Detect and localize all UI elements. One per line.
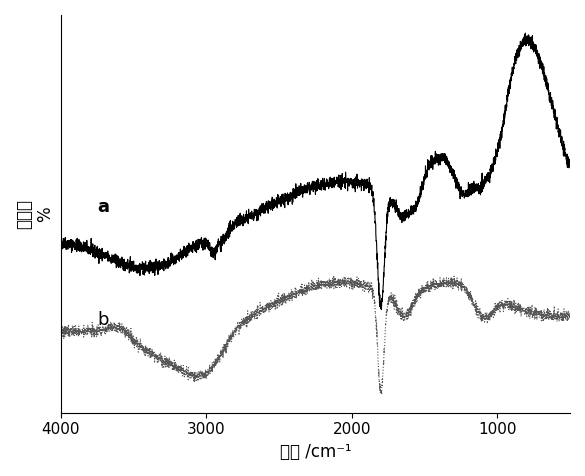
X-axis label: 波数 /cm⁻¹: 波数 /cm⁻¹ <box>280 443 351 461</box>
Text: a: a <box>97 198 109 216</box>
Text: b: b <box>97 311 109 329</box>
Y-axis label: 透过率
%: 透过率 % <box>15 199 54 229</box>
